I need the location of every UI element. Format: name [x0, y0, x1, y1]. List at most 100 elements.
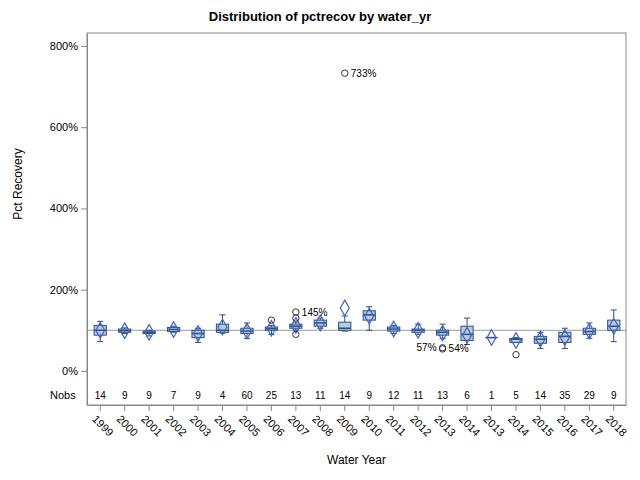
count-label: 13	[437, 390, 449, 401]
mean-marker	[389, 321, 398, 337]
box-group	[94, 321, 106, 341]
count-label: 9	[611, 390, 617, 401]
x-tick-mark	[100, 405, 101, 411]
mean-marker	[487, 330, 496, 346]
x-tick-label: 2014	[457, 413, 483, 439]
count-label: 35	[559, 390, 571, 401]
mean-marker	[340, 300, 349, 316]
chart-container: Distribution of pctrecov by water_yr0%20…	[0, 0, 640, 480]
x-tick-label: 2002	[163, 413, 189, 439]
y-axis-line	[87, 34, 88, 406]
x-tick-mark	[124, 405, 125, 411]
whisker-low	[271, 330, 272, 334]
outlier	[513, 351, 519, 357]
x-tick-mark	[589, 405, 590, 411]
x-tick-mark	[222, 405, 223, 411]
plot-frame	[87, 33, 626, 405]
x-tick: 2018	[604, 405, 630, 438]
count-label: 9	[195, 390, 201, 401]
counts: 1499794602513111491211136151435299	[95, 390, 617, 401]
whisker-cap-low	[366, 330, 372, 331]
x-tick: 2003	[188, 405, 214, 438]
box-group	[167, 322, 179, 338]
x-tick: 2015	[530, 405, 556, 438]
mean-marker	[438, 325, 447, 341]
whisker-cap-high	[611, 309, 617, 310]
y-axis: 0%200%400%600%800%	[50, 34, 88, 406]
x-tick-label: 2000	[115, 413, 141, 439]
whisker-high	[418, 324, 419, 329]
whisker-cap-low	[611, 341, 617, 342]
mean-marker	[120, 323, 129, 339]
count-label: 11	[413, 390, 424, 401]
x-tick-mark	[564, 405, 565, 411]
x-tick-mark	[295, 405, 296, 411]
x-tick-mark	[149, 405, 150, 411]
outlier-label: 54%	[449, 343, 469, 354]
x-tick-mark	[540, 405, 541, 411]
box	[339, 322, 351, 330]
whisker-cap-high	[415, 324, 421, 325]
count-label: 29	[584, 390, 596, 401]
outlier-label: 57%	[417, 342, 437, 353]
y-tick-label: 200%	[50, 284, 78, 296]
x-tick-label: 2018	[604, 413, 630, 439]
x-tick: 2004	[212, 405, 238, 438]
outlier-label: 733%	[351, 68, 377, 79]
title: Distribution of pctrecov by water_yr	[209, 9, 432, 24]
count-label: 1	[489, 390, 495, 401]
x-tick: 2000	[115, 405, 141, 438]
whisker-cap-low	[268, 334, 274, 335]
mean-marker	[414, 322, 423, 338]
x-tick-label: 2014	[506, 413, 532, 439]
box-group	[559, 328, 571, 348]
x-tick-mark	[246, 405, 247, 411]
y-tick-label: 800%	[50, 40, 78, 52]
box-group	[241, 323, 253, 339]
count-label: 14	[535, 390, 547, 401]
whisker-cap-high	[562, 328, 568, 329]
mean-marker	[560, 330, 569, 346]
x-tick: 1999	[90, 405, 116, 438]
count-label: 9	[366, 390, 372, 401]
x-tick-mark	[491, 405, 492, 411]
y-tick-label: 600%	[50, 121, 78, 133]
x-tick-mark	[393, 405, 394, 411]
count-label: 5	[513, 390, 519, 401]
x-tick-label: 2017	[579, 413, 605, 439]
x-tick-label: 2006	[261, 413, 287, 439]
x-tick: 2002	[163, 405, 189, 438]
whisker-cap-high	[464, 318, 470, 319]
x-tick-label: 2010	[359, 413, 385, 439]
x-tick: 2017	[579, 405, 605, 438]
mean-marker	[218, 319, 227, 335]
x-tick: 2013	[481, 405, 507, 438]
x-tick-label: 2007	[286, 413, 312, 439]
x-axis-line	[89, 405, 627, 406]
mean-marker	[316, 315, 325, 331]
x-tick-label: 1999	[90, 413, 116, 439]
x-tick-label: 2001	[139, 413, 165, 439]
outlier-labels: 145%733%57%54%	[302, 68, 469, 355]
x-tick: 2016	[555, 405, 581, 438]
x-tick-mark	[418, 405, 419, 411]
x-axis: 1999200020012002200320042005200620072008…	[89, 405, 630, 438]
x-tick: 2010	[359, 405, 385, 438]
x-tick: 2013	[432, 405, 458, 438]
x-tick-mark	[271, 405, 272, 411]
y-tick-label: 400%	[50, 202, 78, 214]
count-label: 9	[122, 390, 128, 401]
mean-marker	[169, 322, 178, 338]
counts-label: Nobs	[50, 389, 76, 401]
box-group	[388, 321, 400, 337]
y-tick-mark	[81, 46, 87, 47]
box-group	[314, 315, 326, 331]
x-tick: 2014	[457, 405, 483, 438]
mean-marker	[194, 326, 203, 342]
mean-marker	[511, 333, 520, 349]
x-tick: 2006	[261, 405, 287, 438]
x-tick: 2011	[384, 405, 409, 438]
x-tick-mark	[515, 405, 516, 411]
x-tick: 2012	[408, 405, 434, 438]
whisker-cap-low	[562, 348, 568, 349]
